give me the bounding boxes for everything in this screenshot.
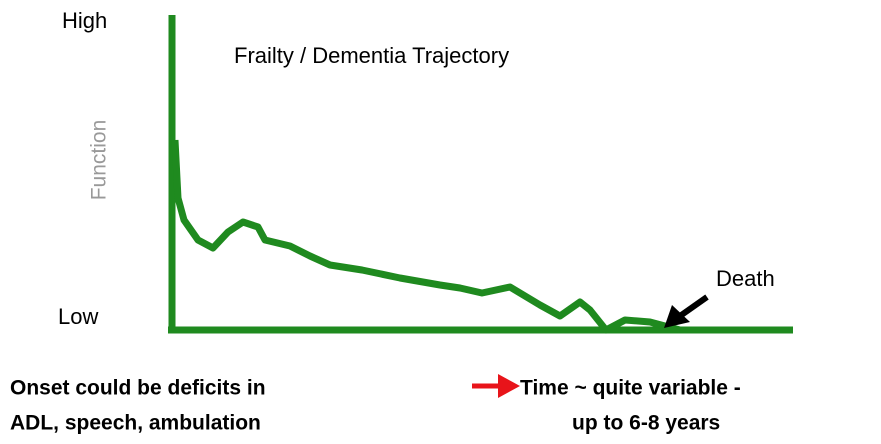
title: Frailty / Dementia Trajectory xyxy=(234,43,509,68)
onset-line-2: ADL, speech, ambulation xyxy=(10,412,261,435)
death-arrow xyxy=(678,294,709,319)
low-label: Low xyxy=(58,304,98,329)
time-line-2: up to 6-8 years xyxy=(572,412,720,435)
time-line-1: Time ~ quite variable - xyxy=(520,377,741,400)
high-label: High xyxy=(62,8,107,33)
onset-line-1: Onset could be deficits in xyxy=(10,377,266,400)
death-arrowhead xyxy=(664,305,690,328)
death-label: Death xyxy=(716,266,775,291)
function-label: Function xyxy=(88,120,111,201)
time-arrowhead xyxy=(498,374,520,398)
trajectory-curve xyxy=(171,139,681,334)
